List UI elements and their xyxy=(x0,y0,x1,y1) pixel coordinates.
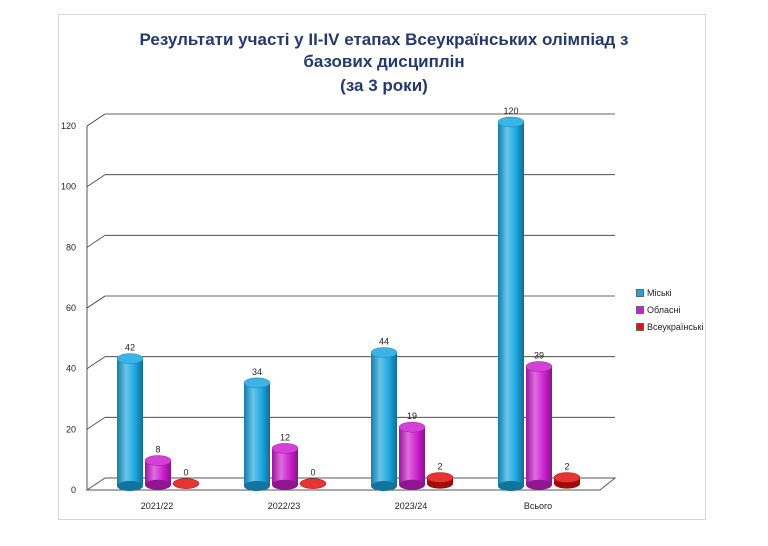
bar-cap-1-3 xyxy=(525,361,553,372)
bar-cap-2-3 xyxy=(553,472,581,483)
gridline-diag-20 xyxy=(86,417,106,430)
bar-base-1-1 xyxy=(272,479,298,490)
y-tick-label: 60 xyxy=(66,303,76,313)
chart-title-line-2: базових дисциплін xyxy=(303,52,465,71)
bar-1-1 xyxy=(272,448,298,485)
bar-cap-2-1 xyxy=(299,478,327,489)
gridline-diag-80 xyxy=(86,235,106,248)
y-tick-label: 120 xyxy=(61,121,76,131)
gridline-diag-40 xyxy=(86,356,106,369)
bar-cap-0-2 xyxy=(370,347,398,358)
legend-swatch-vseukrainski xyxy=(636,322,644,331)
gridline-diag-100 xyxy=(86,174,106,187)
chart-title-line-1: Результати участі у ІІ-ІV етапах Всеукра… xyxy=(139,30,629,49)
x-tick-label: 2022/23 xyxy=(268,501,301,511)
bar-0-3 xyxy=(498,122,524,486)
legend-swatch-miski xyxy=(636,288,644,297)
legend-item-miski: Міські xyxy=(636,284,703,301)
bar-base-1-0 xyxy=(145,479,171,490)
data-label-2-1: 0 xyxy=(310,468,315,478)
legend-label-miski: Міські xyxy=(647,287,672,298)
bar-cap-2-2 xyxy=(426,472,454,483)
gridline-diag-120 xyxy=(86,113,106,127)
bar-0-0 xyxy=(117,358,143,486)
bar-base-0-0 xyxy=(117,481,143,491)
bar-1-2 xyxy=(399,427,425,485)
data-label-0-2: 44 xyxy=(379,337,389,347)
bar-0-1 xyxy=(244,382,270,486)
bar-cap-1-0 xyxy=(144,455,172,466)
bar-base-0-3 xyxy=(498,481,524,491)
bar-cap-0-1 xyxy=(243,377,271,389)
bar-base-1-2 xyxy=(399,479,425,490)
legend-swatch-oblasni xyxy=(636,305,644,314)
chart-title-line-3: (за 3 роки) xyxy=(340,76,428,95)
bar-cap-1-1 xyxy=(271,443,299,454)
data-label-1-1: 12 xyxy=(280,432,290,442)
chart-legend: Міські Обласні Всеукраїнські xyxy=(636,284,703,335)
bar-base-1-3 xyxy=(526,479,552,490)
bar-base-0-2 xyxy=(371,481,397,491)
bar-1-3 xyxy=(526,366,552,485)
chart-floor xyxy=(85,477,617,491)
bar-cap-0-3 xyxy=(497,116,525,128)
legend-item-vseukrainski: Всеукраїнські xyxy=(636,318,703,335)
y-tick-label: 20 xyxy=(66,424,76,434)
data-label-2-0: 0 xyxy=(183,468,188,478)
data-label-1-0: 8 xyxy=(155,445,160,455)
y-tick-label: 100 xyxy=(61,182,76,192)
bar-cap-2-0 xyxy=(172,478,200,489)
bar-cap-0-0 xyxy=(116,353,144,364)
bar-cap-1-2 xyxy=(398,421,426,433)
legend-label-vseukrainski: Всеукраїнські xyxy=(647,321,704,332)
data-label-0-0: 42 xyxy=(125,343,135,353)
data-label-1-2: 19 xyxy=(407,411,417,421)
y-tick-label: 80 xyxy=(66,242,76,252)
data-label-0-3: 120 xyxy=(503,106,518,116)
legend-item-oblasni: Обласні xyxy=(636,301,703,318)
bar-0-2 xyxy=(371,352,397,486)
x-tick-label: 2021/22 xyxy=(141,501,174,511)
y-tick-label: 40 xyxy=(66,364,76,374)
gridline-diag-60 xyxy=(86,295,106,309)
bar-base-0-1 xyxy=(244,481,270,491)
data-label-1-3: 39 xyxy=(534,351,544,361)
x-tick-label: 2023/24 xyxy=(395,501,428,511)
legend-label-oblasni: Обласні xyxy=(647,304,681,315)
data-label-2-3: 2 xyxy=(564,462,569,472)
data-label-2-2: 2 xyxy=(437,462,442,472)
data-label-0-1: 34 xyxy=(252,367,262,377)
y-tick-label: 0 xyxy=(71,485,76,495)
x-tick-label: Всього xyxy=(524,501,552,511)
